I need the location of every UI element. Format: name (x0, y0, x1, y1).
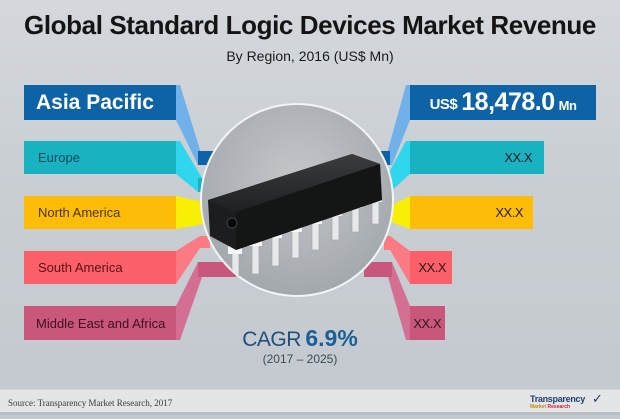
bar-south-america-left (24, 251, 176, 284)
connector-south-america-left (176, 236, 210, 284)
chart-title: Global Standard Logic Devices Market Rev… (24, 10, 596, 40)
connector-south-america-right (384, 236, 410, 284)
footer: Source: Transparency Market Research, 20… (0, 389, 620, 415)
cagr-block: CAGR 6.9% (200, 325, 400, 352)
region-value-north-america: XX.X (495, 205, 523, 220)
region-label-south-america: South America (38, 260, 123, 275)
connector-north-america-right (386, 196, 410, 229)
bar-europe-right (410, 141, 544, 174)
connector-north-america-left (176, 196, 204, 229)
cagr-period: (2017 – 2025) (262, 352, 338, 366)
cagr-label: CAGR (242, 328, 301, 351)
region-label-north-america: North America (38, 205, 121, 220)
connector-tab-mea-right (364, 262, 392, 277)
region-value-south-america: XX.X (418, 260, 446, 275)
checkmark-icon: ✓ (592, 391, 603, 406)
connector-asia-pacific-right (388, 85, 410, 165)
bar-mea-left (24, 306, 176, 340)
logo-text-secondary: Market Research (530, 404, 570, 410)
chart-subtitle: By Region, 2016 (US$ Mn) (226, 48, 394, 64)
value-number: 18,478.0 (461, 88, 555, 116)
connector-europe-right (386, 141, 410, 192)
bar-south-america-right (410, 251, 452, 284)
region-label-asia-pacific: Asia Pacific (36, 90, 154, 114)
bar-north-america-left (24, 196, 176, 229)
region-value-mea: XX.X (413, 315, 441, 331)
region-value-europe: XX.X (504, 150, 532, 165)
bar-north-america-right (410, 196, 533, 229)
logo-research: Research (547, 404, 571, 410)
source-text: Source: Transparency Market Research, 20… (8, 398, 173, 408)
connector-mea-left (176, 262, 235, 340)
region-value-asia-pacific: US$ 18,478.0 Mn (410, 85, 596, 120)
cagr-value: 6.9% (305, 325, 358, 351)
bar-asia-pacific-left (24, 85, 176, 120)
connector-europe-left (176, 141, 202, 192)
ic-chip-icon (208, 154, 382, 281)
brand-logo: Transparency ✓ Market Research (530, 391, 610, 414)
logo-market: Market (530, 404, 547, 410)
logo-text-primary: Transparency (530, 394, 585, 404)
currency-label: US$ (429, 96, 458, 113)
bar-mea-right (410, 306, 445, 340)
connector-asia-pacific-left (176, 85, 200, 165)
bar-asia-pacific-right (410, 85, 596, 120)
bar-europe-left (24, 141, 176, 174)
region-label-europe: Europe (38, 150, 80, 165)
connector-mea-right (364, 262, 410, 340)
region-label-mea: Middle East and Africa (36, 315, 166, 331)
unit-label: Mn (558, 97, 577, 113)
